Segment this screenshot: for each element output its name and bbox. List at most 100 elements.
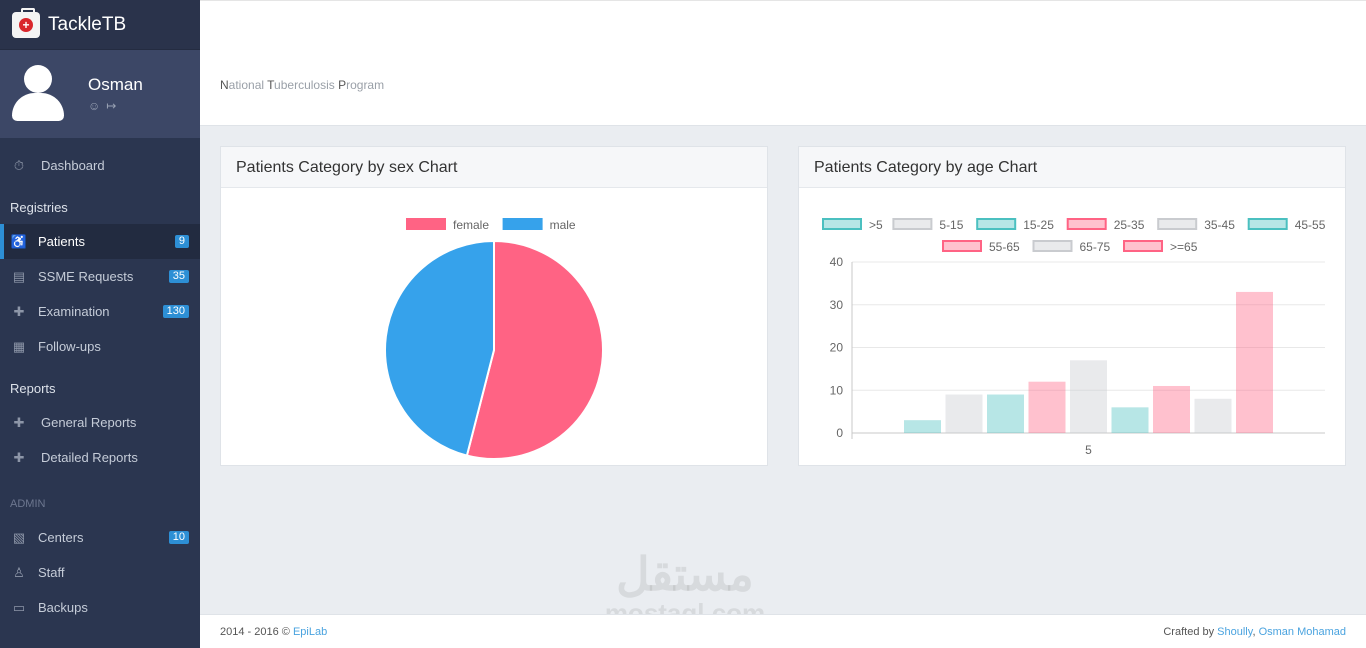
panel-title: Patients Category by age Chart [799, 147, 1345, 188]
bar->=65 [1236, 291, 1273, 433]
y-tick-label: 20 [830, 341, 844, 355]
sidebar-item-centers[interactable]: ▧ Centers 10 [0, 520, 200, 555]
bar-65-75 [1194, 398, 1232, 433]
count-badge: 10 [168, 531, 189, 544]
legend-swatch [942, 240, 982, 252]
age-chart-panel: Patients Category by age Chart >5 5-15 15-… [798, 146, 1346, 466]
bar-45-55 [1111, 407, 1149, 433]
avatar [12, 65, 64, 123]
wheelchair-icon: ♿ [10, 233, 28, 249]
legend-swatch [1157, 218, 1198, 230]
sidebar-item-general-reports[interactable]: ✚ General Reports [0, 405, 200, 440]
legend-label: 5-15 [939, 218, 963, 232]
footer: 2014 - 2016 © EpiLab Crafted by Shoully,… [200, 614, 1366, 648]
page-subtitle: National Tuberculosis Program [220, 78, 385, 92]
legend-label: >=65 [1170, 240, 1198, 254]
brand-name: TackleTB [48, 13, 127, 35]
user-icon[interactable]: ☺ [88, 99, 101, 113]
legend-label: 15-25 [1023, 218, 1054, 232]
legend-label: 35-45 [1204, 218, 1235, 232]
y-tick-label: 40 [830, 255, 844, 269]
sidebar-item-label: Follow-ups [38, 339, 101, 354]
sidebar-item-staff[interactable]: ♙ Staff [0, 555, 200, 590]
legend-label: 65-75 [1080, 240, 1111, 254]
count-badge: 130 [162, 305, 189, 318]
bar->5 [904, 420, 941, 433]
sidebar-item-backups[interactable]: ▭ Backups [0, 590, 200, 625]
count-badge: 9 [174, 235, 189, 248]
sidebar-item-examination[interactable]: ✚ Examination 130 [0, 294, 200, 329]
y-tick-label: 30 [830, 298, 844, 312]
sidebar-item-label: Staff [38, 565, 65, 580]
pie-slice-female [465, 239, 604, 460]
sidebar-item-dashboard[interactable]: ⏱ Dashboard [0, 148, 200, 183]
sidebar-item-label: Patients [38, 234, 85, 249]
logout-icon[interactable]: ↦ [106, 99, 117, 113]
watermark-arabic: مستقل [616, 548, 754, 600]
legend-swatch [892, 218, 933, 230]
bar-55-65 [1153, 385, 1190, 433]
building-icon: ▧ [12, 529, 26, 545]
stopwatch-icon: ⏱ [13, 157, 25, 173]
x-tick-label: 5 [1085, 443, 1092, 457]
sidebar-item-detailed-reports[interactable]: ✚ Detailed Reports [0, 440, 200, 475]
footer-credits: Crafted by Shoully, Osman Mohamad [1163, 626, 1346, 638]
count-badge: 35 [168, 270, 189, 283]
medkit-icon: ✚ [13, 449, 25, 465]
drive-icon: ▭ [12, 599, 26, 615]
y-tick-label: 10 [830, 383, 844, 397]
legend-swatch [976, 218, 1017, 230]
footer-link-shoully[interactable]: Shoully [1217, 626, 1253, 638]
sidebar-item-label: General Reports [41, 415, 137, 430]
medkit-icon: ✚ [13, 414, 25, 430]
legend-label: 55-65 [989, 240, 1020, 254]
legend-label: >5 [869, 218, 883, 232]
bar-25-35 [1028, 381, 1066, 433]
sidebar-item-label: Detailed Reports [41, 450, 138, 465]
footer-link-osman[interactable]: Osman Mohamad [1258, 626, 1346, 638]
legend-swatch [822, 218, 862, 230]
sidebar-item-follow-ups[interactable]: ▦ Follow-ups [0, 329, 200, 364]
page-header: National Tuberculosis Program [200, 0, 1366, 126]
section-title-reports: Reports [10, 381, 56, 396]
age-bar-chart: >5 5-15 15-25 25-35 35-45 45-55 55-65 65-75 >=65… [822, 218, 1326, 457]
calendar-icon: ▦ [12, 338, 26, 354]
bar-35-45 [1070, 360, 1107, 433]
clipboard-icon: ▤ [12, 268, 26, 284]
pie-slice-male [384, 239, 495, 457]
profile-name: Osman [88, 75, 143, 94]
section-title-registries: Registries [10, 200, 68, 215]
sidebar-item-ssme-requests[interactable]: ▤ SSME Requests 35 [0, 259, 200, 294]
panel-title: Patients Category by sex Chart [221, 147, 767, 188]
legend-swatch [1032, 240, 1073, 252]
sidebar-item-label: Examination [38, 304, 110, 319]
y-tick-label: 0 [836, 426, 843, 440]
sidebar-item-label: Dashboard [41, 158, 105, 173]
legend-swatch [1247, 218, 1288, 230]
legend-label: 45-55 [1295, 218, 1326, 232]
legend-swatch-male [502, 218, 543, 230]
sidebar-item-patients[interactable]: ♿ Patients 9 [0, 224, 200, 259]
legend-swatch [1066, 218, 1107, 230]
sidebar-item-label: Backups [38, 600, 88, 615]
bar-5-15 [945, 394, 983, 433]
bar-15-25 [987, 394, 1024, 433]
legend-label: 25-35 [1114, 218, 1145, 232]
watermark: مستقل mostaql.com [600, 548, 770, 626]
sidebar-item-label: Centers [38, 530, 84, 545]
section-title-admin: ADMIN [10, 498, 46, 510]
medkit-logo-icon: + [12, 7, 40, 38]
sidebar: + TackleTB Osman ☺ ↦ ⏱ Dashboard Registri… [0, 0, 200, 648]
users-icon: ♙ [13, 564, 25, 580]
legend-swatch-female [406, 218, 446, 230]
brand[interactable]: + TackleTB [0, 0, 200, 50]
sidebar-item-label: SSME Requests [38, 269, 134, 284]
footer-link-epilab[interactable]: EpiLab [292, 626, 328, 638]
legend-swatch [1123, 240, 1163, 252]
legend-label-female: female [453, 218, 489, 232]
footer-copyright: 2014 - 2016 © EpiLab [220, 626, 328, 638]
sex-chart-panel: Patients Category by sex Chart female mal… [220, 146, 768, 466]
medkit-icon: ✚ [13, 303, 25, 319]
legend-label-male: male [550, 218, 576, 232]
sex-pie-chart: female male [384, 218, 604, 460]
